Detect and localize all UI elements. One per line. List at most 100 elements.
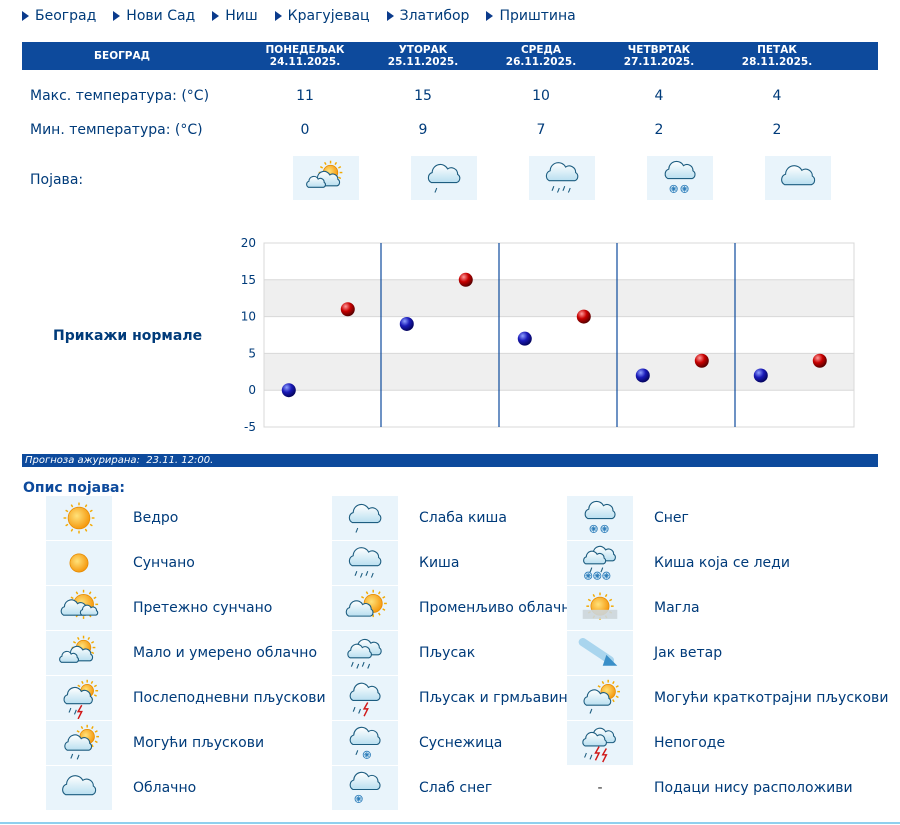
update-label: Прогноза ажурирана: bbox=[25, 455, 140, 466]
day-header: ЧЕТВРТАК 27.11.2025. bbox=[600, 44, 718, 68]
light-rain-icon bbox=[332, 496, 398, 540]
y-tick-label: 15 bbox=[241, 273, 256, 287]
legend-item: Ведро bbox=[46, 496, 178, 540]
dash-placeholder: - bbox=[597, 780, 603, 796]
chart-border bbox=[263, 242, 855, 428]
legend-item: - Подаци нису расположиви bbox=[567, 766, 852, 810]
min-temp-value: 2 bbox=[654, 122, 664, 138]
legend-item: Киша која се леди bbox=[567, 541, 790, 585]
max-temp-value: 11 bbox=[296, 88, 314, 104]
min-temp-point bbox=[399, 316, 414, 331]
legend-label: Слаб снег bbox=[419, 780, 493, 796]
y-tick-label: 20 bbox=[241, 236, 256, 250]
city-link[interactable]: Београд bbox=[22, 8, 96, 24]
day-date: 25.11.2025. bbox=[387, 56, 459, 68]
legend-label: Пљусак и грмљавина bbox=[419, 690, 577, 706]
max-temp-value: 15 bbox=[414, 88, 432, 104]
min-temp-value: 9 bbox=[418, 122, 428, 138]
storm-icon bbox=[567, 721, 633, 765]
day-name: СРЕДА bbox=[520, 44, 562, 56]
legend-item: Послеподневни пљускови bbox=[46, 676, 326, 720]
day-name: УТОРАК bbox=[398, 44, 448, 56]
city-nav: Београд Нови Сад Ниш Крагујевац Златибор Приш… bbox=[22, 8, 593, 24]
min-temp-value: 7 bbox=[536, 122, 546, 138]
legend-item: Суснежица bbox=[332, 721, 502, 765]
legend-item: Слаба киша bbox=[332, 496, 507, 540]
day-header: УТОРАК 25.11.2025. bbox=[364, 44, 482, 68]
min-temp-point bbox=[753, 368, 768, 383]
max-temp-value: 4 bbox=[772, 88, 782, 104]
max-temp-value: 4 bbox=[654, 88, 664, 104]
light-rain-icon bbox=[411, 156, 477, 200]
day-name: ПОНЕДЕЉАК bbox=[265, 44, 345, 56]
legend-item: Мало и умерено облачно bbox=[46, 631, 317, 675]
city-link[interactable]: Крагујевац bbox=[274, 8, 370, 24]
temperature-chart-svg: 20 15 10 5 0 -5 bbox=[241, 236, 855, 434]
arrow-right-icon bbox=[486, 11, 494, 21]
legend-item: Пљусак bbox=[332, 631, 475, 675]
arrow-right-icon bbox=[212, 11, 220, 21]
legend-item: Сунчано bbox=[46, 541, 195, 585]
legend-label: Облачно bbox=[133, 780, 197, 796]
rain-icon bbox=[332, 541, 398, 585]
sunny-icon bbox=[46, 541, 112, 585]
y-tick-label: 0 bbox=[248, 383, 256, 397]
legend-label: Суснежица bbox=[419, 735, 503, 751]
afternoon-showers-icon bbox=[46, 676, 112, 720]
legend-label: Слаба киша bbox=[419, 510, 507, 526]
legend-label: Снег bbox=[654, 510, 689, 526]
day-header: ПЕТАК 28.11.2025. bbox=[718, 44, 836, 68]
legend-item: Јак ветар bbox=[567, 631, 722, 675]
legend-label: Киша која се леди bbox=[654, 555, 790, 571]
legend-label: Сунчано bbox=[133, 555, 195, 571]
day-date: 27.11.2025. bbox=[623, 56, 695, 68]
legend-item: Слаб снег bbox=[332, 766, 492, 810]
legend-item: Облачно bbox=[46, 766, 196, 810]
min-temp-point bbox=[517, 331, 532, 346]
y-tick-label: -5 bbox=[244, 420, 256, 434]
chart-band bbox=[264, 279, 854, 317]
city-name: БЕОГРАД bbox=[94, 50, 150, 62]
legend-label: Ведро bbox=[133, 510, 179, 526]
show-normals-link[interactable]: Прикажи нормале bbox=[53, 328, 203, 344]
legend-item: Могући пљускови bbox=[46, 721, 264, 765]
city-link[interactable]: Приштина bbox=[486, 8, 576, 24]
y-tick-label: 10 bbox=[241, 310, 256, 324]
legend-label: Могући пљускови bbox=[133, 735, 265, 751]
snow-icon bbox=[647, 156, 713, 200]
cloudy-icon bbox=[765, 156, 831, 200]
legend-title: Опис појава: bbox=[23, 480, 125, 496]
mostly-sunny-icon bbox=[46, 586, 112, 630]
day-date: 24.11.2025. bbox=[269, 56, 341, 68]
day-date: 28.11.2025. bbox=[741, 56, 813, 68]
max-temp-point bbox=[812, 353, 827, 368]
shower-icon bbox=[332, 631, 398, 675]
legend-item: Могући краткотрајни пљускови bbox=[567, 676, 888, 720]
legend-label: Магла bbox=[654, 600, 700, 616]
city-link[interactable]: Нови Сад bbox=[113, 8, 195, 24]
legend-label: Могући краткотрајни пљускови bbox=[654, 690, 889, 706]
variable-cloudy-icon bbox=[332, 586, 398, 630]
snow-icon bbox=[567, 496, 633, 540]
day-header: СРЕДА 26.11.2025. bbox=[482, 44, 600, 68]
partly-cloudy-icon bbox=[46, 631, 112, 675]
city-link-label: Ниш bbox=[225, 8, 258, 24]
arrow-right-icon bbox=[22, 11, 29, 21]
max-temp-label: Макс. температура: (°C) bbox=[30, 88, 210, 104]
legend-item: Променљиво облачно bbox=[332, 586, 579, 630]
bottom-divider bbox=[0, 822, 900, 824]
city-link[interactable]: Ниш bbox=[212, 8, 258, 24]
max-temp-point bbox=[694, 353, 709, 368]
update-bar: Прогноза ажурирана: 23.11. 12:00. bbox=[22, 454, 878, 467]
legend-label: Јак ветар bbox=[654, 645, 723, 661]
chart-band bbox=[264, 390, 854, 427]
city-link-label: Београд bbox=[35, 8, 97, 24]
arrow-right-icon bbox=[113, 11, 121, 21]
max-temp-point bbox=[576, 309, 591, 324]
partly-cloudy-icon bbox=[293, 156, 359, 200]
city-link[interactable]: Златибор bbox=[386, 8, 469, 24]
temperature-chart: 20 15 10 5 0 -5 bbox=[22, 232, 878, 442]
brief-showers-icon bbox=[567, 676, 633, 720]
legend-label: Непогоде bbox=[654, 735, 726, 751]
legend-item: Пљусак и грмљавина bbox=[332, 676, 576, 720]
